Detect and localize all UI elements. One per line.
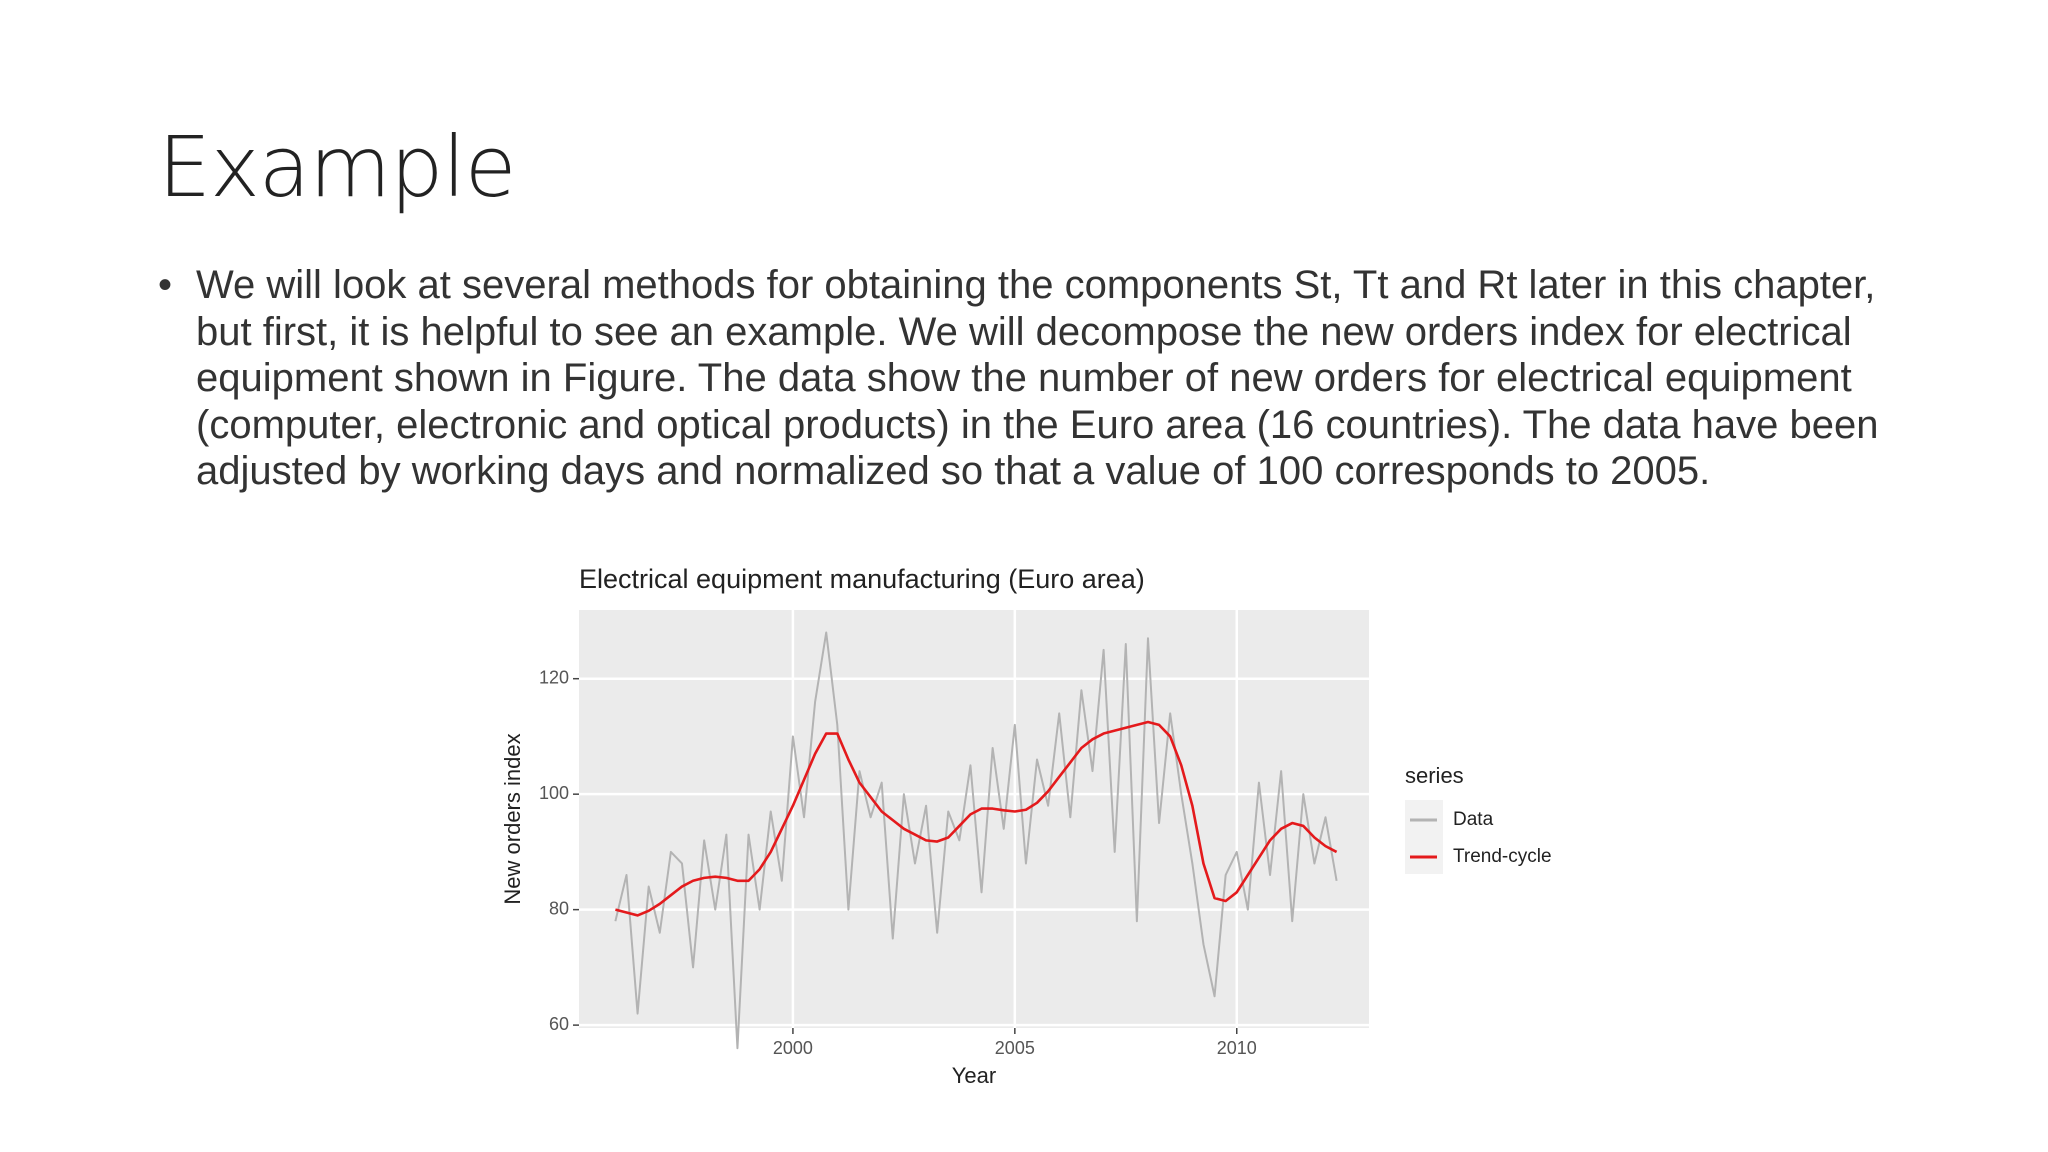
y-tick-label: 100 (539, 783, 569, 803)
legend-label: Data (1453, 809, 1494, 830)
series-line (615, 720, 1338, 917)
legend-title: series (1405, 763, 1464, 788)
slide-title: Example (158, 118, 516, 216)
legend-label: Trend-cycle (1453, 846, 1552, 867)
y-tick-label: 60 (549, 1014, 569, 1034)
legend-bg (1405, 800, 1443, 874)
x-tick-label: 2005 (995, 1038, 1035, 1058)
y-axis-label: New orders index (500, 733, 525, 904)
bullet: We will look at several methods for obta… (158, 262, 1918, 495)
chart-title: Electrical equipment manufacturing (Euro… (579, 564, 1145, 594)
plot-panel (579, 610, 1369, 1028)
bullet-list: We will look at several methods for obta… (158, 262, 1918, 495)
y-tick-label: 120 (539, 667, 569, 687)
x-tick-label: 2010 (1217, 1038, 1257, 1058)
x-tick-label: 2000 (773, 1038, 813, 1058)
y-tick-label: 80 (549, 898, 569, 918)
x-axis-label: Year (952, 1063, 996, 1088)
series-line (614, 631, 1338, 1050)
